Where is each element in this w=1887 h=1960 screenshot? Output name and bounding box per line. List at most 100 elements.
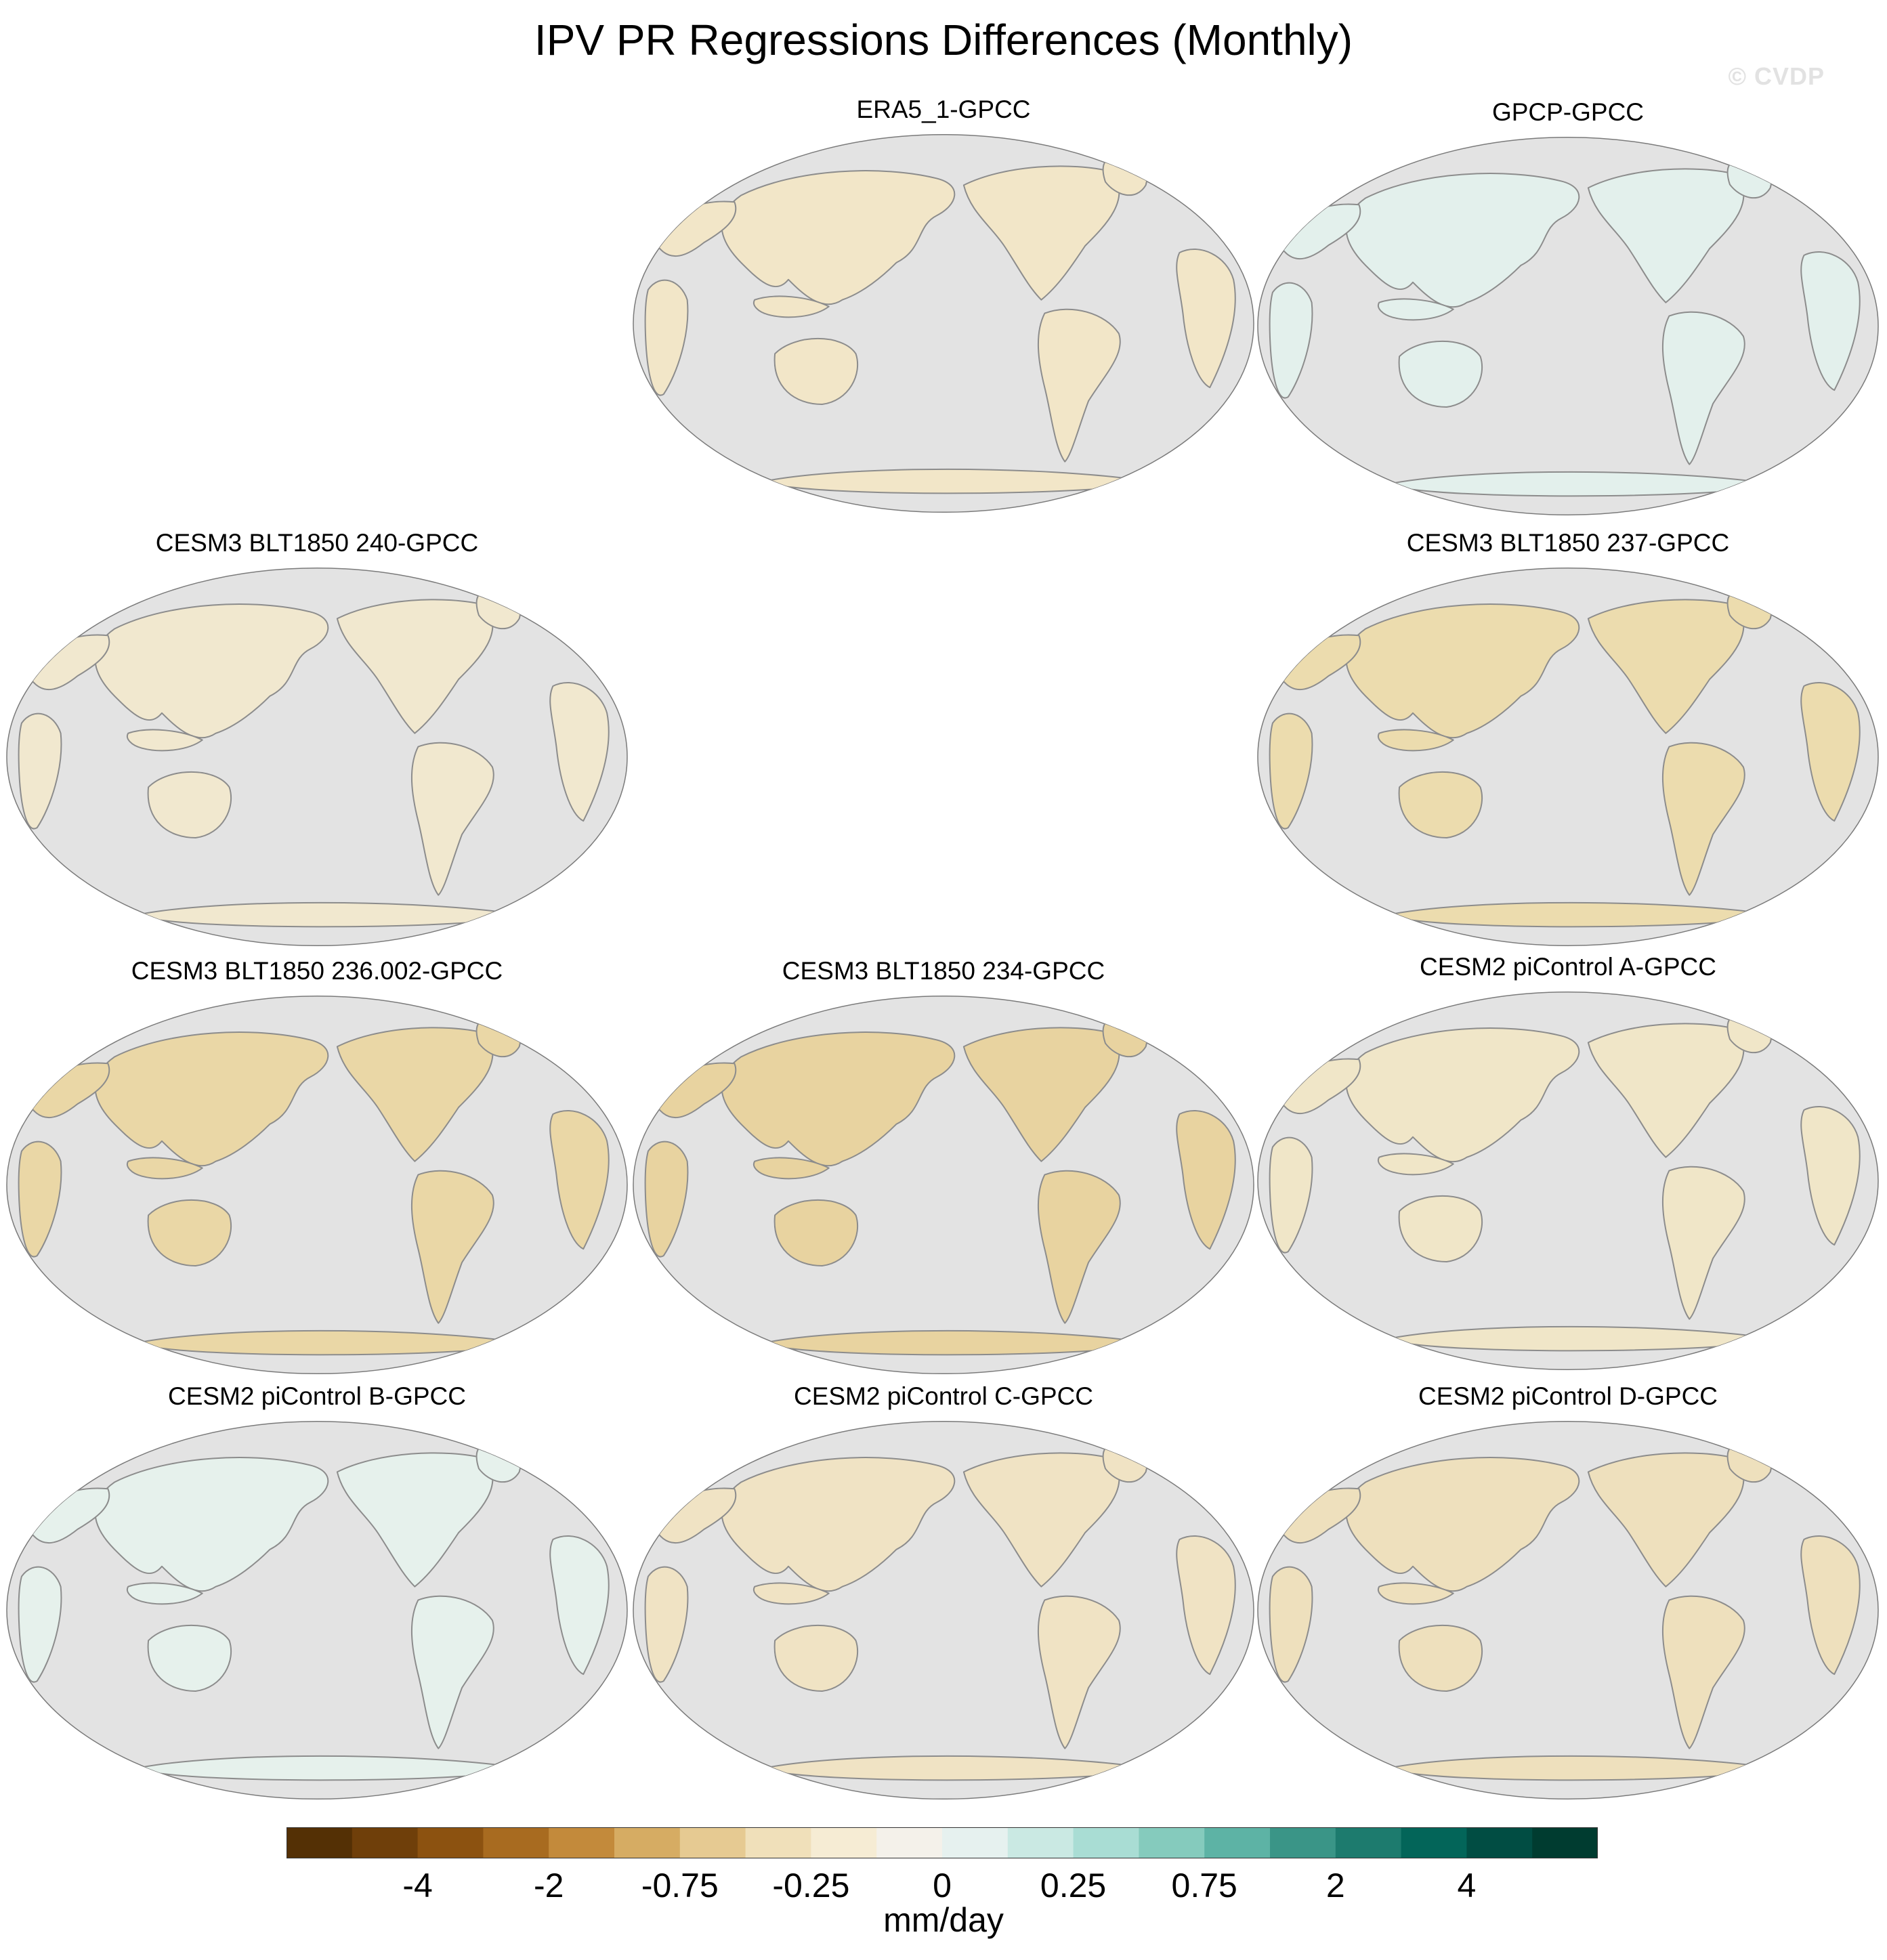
colorbar-swatch [1466, 1827, 1533, 1858]
map-panel-cesm2-a: CESM2 piControl A-GPCC [1256, 952, 1880, 1379]
africa-landmass [644, 1566, 689, 1683]
north-america-landmass [336, 1027, 494, 1162]
map-panel-cesm3-234: CESM3 BLT1850 234-GPCC [632, 956, 1255, 1383]
panel-title: CESM2 piControl B-GPCC [167, 1382, 466, 1410]
australia-landmass [1398, 341, 1483, 408]
africa-landmass [1269, 1566, 1313, 1683]
australia-landmass [773, 338, 859, 405]
panel-title: CESM2 piControl A-GPCC [1420, 953, 1716, 981]
colorbar-tick-label: -4 [402, 1867, 433, 1904]
indonesia-islands [1378, 729, 1454, 752]
south-america-landmass [1037, 1170, 1121, 1324]
africa-landmass [644, 279, 689, 396]
panel-title: ERA5_1-GPCC [856, 95, 1031, 123]
asia-landmass [1345, 1027, 1580, 1163]
colorbar-tick-label: -0.25 [772, 1867, 850, 1904]
north-america-landmass [336, 599, 494, 734]
map-panel-gpcp: GPCP-GPCC [1256, 98, 1880, 524]
world-map [1257, 567, 1879, 947]
australia-landmass [1398, 771, 1483, 838]
map-panel-cesm2-b: CESM2 piControl B-GPCC [5, 1382, 629, 1808]
south-america-landmass [1661, 742, 1745, 896]
indonesia-islands [1378, 298, 1454, 321]
world-map [633, 1420, 1254, 1800]
africa-east-landmass [1800, 682, 1861, 822]
colorbar-swatch [745, 1827, 811, 1858]
indonesia-islands [753, 295, 830, 318]
colorbar-tick-label: 0.75 [1171, 1867, 1237, 1904]
world-map [1257, 1420, 1879, 1800]
panel-title: CESM2 piControl D-GPCC [1418, 1382, 1718, 1410]
indonesia-islands [127, 1582, 203, 1605]
colorbar-swatch [1270, 1827, 1336, 1858]
africa-landmass [18, 712, 62, 830]
australia-landmass [773, 1625, 859, 1692]
indonesia-islands [1378, 1582, 1454, 1605]
south-america-landmass [410, 1595, 494, 1749]
africa-landmass [1269, 282, 1313, 399]
asia-landmass [1345, 1457, 1580, 1592]
colorbar-swatch [811, 1827, 877, 1858]
colorbar-swatch [1204, 1827, 1271, 1858]
colorbar-swatch [352, 1827, 419, 1858]
colorbar-swatch [549, 1827, 615, 1858]
indonesia-islands [753, 1582, 830, 1605]
asia-landmass [94, 1031, 329, 1167]
world-map [1257, 136, 1879, 516]
map-panel-cesm2-d: CESM2 piControl D-GPCC [1256, 1382, 1880, 1808]
south-america-landmass [410, 742, 494, 896]
north-america-landmass [1587, 1452, 1745, 1588]
colorbar-swatch [1335, 1827, 1402, 1858]
map-panel-cesm2-c: CESM2 piControl C-GPCC [632, 1382, 1255, 1808]
australia-landmass [147, 771, 232, 838]
colorbar-tick-label: -0.75 [641, 1867, 719, 1904]
north-america-landmass [1587, 1023, 1745, 1158]
colorbar-units: mm/day [883, 1901, 1004, 1939]
colorbar-tick-labels: -4 -2 -0.75 -0.25 0 0.25 0.75 2 4 [287, 1866, 1598, 1906]
colorbar-swatch [1073, 1827, 1139, 1858]
panel-title: GPCP-GPCC [1491, 98, 1645, 126]
colorbar-swatch [483, 1827, 549, 1858]
world-map [6, 567, 628, 947]
africa-east-landmass [1800, 251, 1861, 391]
panel-title: CESM3 BLT1850 236.002-GPCC [131, 957, 503, 985]
colorbar-swatch [417, 1827, 484, 1858]
colorbar-tick-label: 4 [1457, 1867, 1477, 1904]
colorbar-tick-label: 0 [933, 1867, 952, 1904]
africa-east-landmass [1800, 1106, 1861, 1246]
cvdp-watermark: © CVDP [1728, 62, 1825, 90]
australia-landmass [147, 1199, 232, 1266]
panel-title: CESM2 piControl C-GPCC [793, 1382, 1094, 1410]
panel-title: CESM3 BLT1850 240-GPCC [155, 529, 479, 557]
australia-landmass [147, 1625, 232, 1692]
indonesia-islands [127, 729, 203, 752]
world-map [6, 1420, 628, 1800]
australia-landmass [1398, 1625, 1483, 1692]
asia-landmass [721, 1031, 956, 1167]
indonesia-islands [753, 1157, 830, 1180]
africa-landmass [644, 1141, 689, 1258]
africa-east-landmass [1176, 249, 1236, 389]
figure-title: IPV PR Regressions Differences (Monthly) [534, 16, 1353, 64]
north-america-landmass [336, 1452, 494, 1588]
africa-east-landmass [549, 1110, 610, 1250]
colorbar-tick-label: -2 [533, 1867, 564, 1904]
africa-east-landmass [1176, 1110, 1236, 1250]
colorbar-swatch [876, 1827, 943, 1858]
south-america-landmass [1661, 1595, 1745, 1749]
world-map [6, 995, 628, 1375]
panel-title: CESM3 BLT1850 234-GPCC [782, 957, 1105, 985]
africa-landmass [1269, 1136, 1313, 1254]
indonesia-islands [127, 1157, 203, 1180]
asia-landmass [1345, 603, 1580, 739]
colorbar-tick-label: 2 [1326, 1867, 1345, 1904]
map-panel-cesm3-240: CESM3 BLT1850 240-GPCC [5, 528, 629, 955]
australia-landmass [773, 1199, 859, 1266]
africa-landmass [18, 1566, 62, 1683]
south-america-landmass [1661, 1166, 1745, 1320]
south-america-landmass [1037, 308, 1121, 463]
colorbar-swatch [287, 1827, 353, 1858]
map-panel-cesm3-236002: CESM3 BLT1850 236.002-GPCC [5, 956, 629, 1383]
north-america-landmass [962, 1027, 1120, 1162]
africa-east-landmass [1800, 1535, 1861, 1676]
